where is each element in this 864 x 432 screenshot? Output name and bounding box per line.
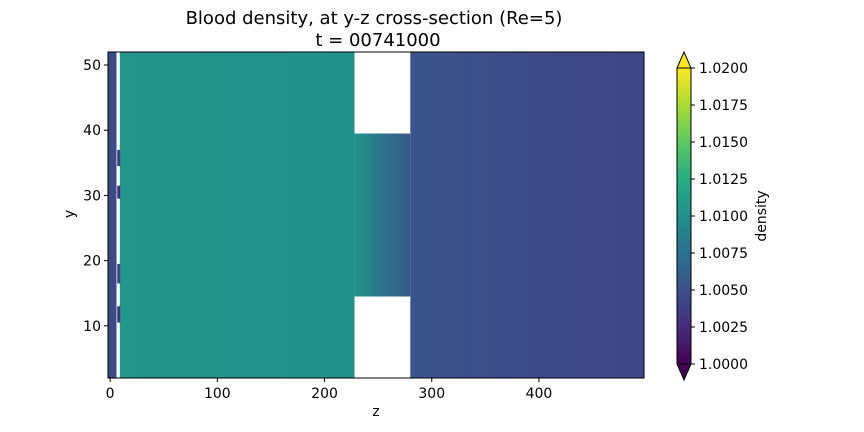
x-tick-label: 300 — [418, 386, 445, 402]
density-region — [410, 52, 644, 378]
wall-mark — [117, 149, 121, 167]
colorbar-extend-max — [676, 50, 692, 69]
colorbar-tick-label: 1.0075 — [699, 246, 748, 262]
x-tick-label: 400 — [526, 386, 553, 402]
masked-region — [354, 296, 411, 378]
colorbar-extend-min — [676, 363, 692, 382]
colorbar-label: density — [754, 190, 770, 241]
wall-mark — [117, 185, 121, 199]
plot-area — [107, 51, 645, 379]
colorbar-tick-label: 1.0200 — [699, 61, 748, 77]
x-tick-label: 100 — [204, 386, 231, 402]
y-tick-label: 30 — [83, 188, 101, 204]
y-axis: 10 20 30 40 50 — [83, 58, 108, 335]
x-axis: 0 100 200 300 400 — [106, 378, 553, 402]
plot-frame — [107, 51, 645, 379]
masked-region — [116, 52, 120, 378]
colorbar-tick-label: 1.0150 — [699, 135, 748, 151]
x-tick-label: 0 — [106, 386, 115, 402]
masked-region — [354, 52, 411, 134]
density-region — [354, 133, 411, 297]
wall-mark — [117, 263, 121, 284]
density-region — [119, 52, 355, 378]
colorbar-tick-label: 1.0025 — [699, 320, 748, 336]
y-tick-label: 50 — [83, 58, 101, 74]
x-tick-label: 200 — [311, 386, 338, 402]
x-axis-label: z — [372, 404, 379, 420]
colorbar-tick-label: 1.0000 — [699, 357, 748, 373]
y-tick-label: 40 — [83, 123, 101, 139]
colorbar-tick-label: 1.0100 — [699, 209, 748, 225]
wall-mark — [117, 306, 121, 323]
colorbar-tick-label: 1.0175 — [699, 98, 748, 114]
y-axis-label: y — [62, 210, 78, 218]
density-region — [108, 52, 117, 378]
y-tick-label: 10 — [83, 319, 101, 335]
chart-title: Blood density, at y-z cross-section (Re=… — [186, 8, 563, 29]
chart-subtitle: t = 00741000 — [315, 30, 440, 51]
colorbar-tick-label: 1.0125 — [699, 172, 748, 188]
colorbar: 1.0000 1.0025 1.0050 1.0075 1.0100 1.0125 1.01… — [676, 50, 748, 382]
colorbar-gradient — [677, 68, 691, 364]
colorbar-tick-label: 1.0050 — [699, 283, 748, 299]
y-tick-label: 20 — [83, 254, 101, 270]
